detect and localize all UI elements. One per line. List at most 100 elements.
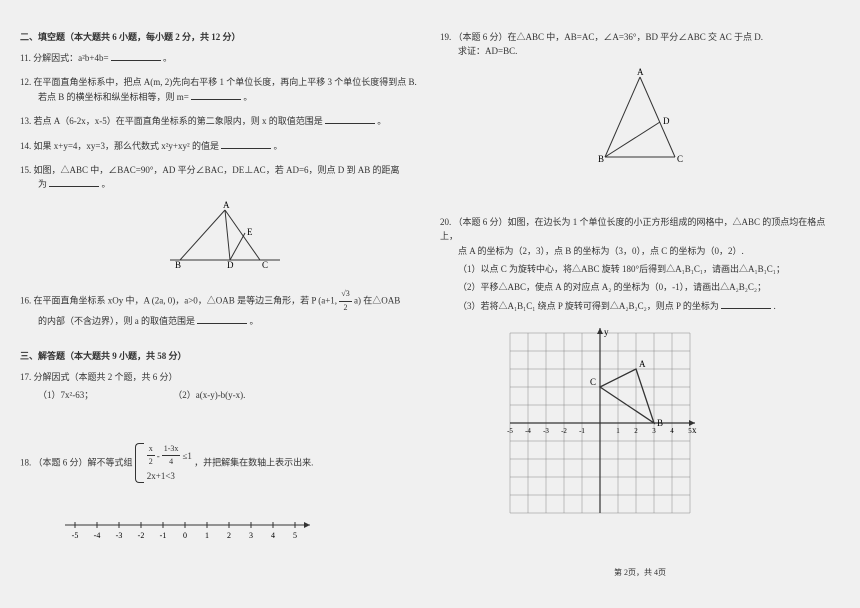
q17-sub2: （2）a(x-y)-b(y-x). bbox=[173, 388, 245, 402]
q20-sub2: （2）平移△ABC，使点 A 的对应点 A₂ 的坐标为（0，-1），请画出△A₂… bbox=[440, 280, 840, 294]
page-footer: 第 2页，共 4页 bbox=[440, 567, 840, 578]
svg-text:1: 1 bbox=[616, 427, 620, 435]
q19-num: 19. bbox=[440, 32, 451, 42]
q15-line1: 如图，△ABC 中，∠BAC=90°，AD 平分∠BAC，DE⊥AC，若 AD=… bbox=[34, 165, 400, 175]
q12-line1: 在平面直角坐标系中，把点 A(m, 2)先向右平移 1 个单位长度，再向上平移 … bbox=[34, 77, 417, 87]
svg-text:-4: -4 bbox=[94, 531, 101, 540]
q13-num: 13. bbox=[20, 116, 31, 126]
q20-sub1: （1）以点 C 为旋转中心，将△ABC 旋转 180°后得到△A₁B₁C₁，请画… bbox=[440, 262, 840, 276]
q13-suffix: 。 bbox=[377, 116, 386, 126]
svg-text:A: A bbox=[639, 359, 646, 369]
q16-blank bbox=[197, 314, 247, 324]
svg-text:-1: -1 bbox=[579, 427, 585, 435]
q12-line2: 若点 B 的横坐标和纵坐标相等，则 m= bbox=[38, 92, 189, 102]
right-column: 19. （本题 6 分）在△ABC 中，AB=AC，∠A=36°，BD 平分∠A… bbox=[440, 30, 840, 578]
q14-blank bbox=[221, 139, 271, 149]
q11-suffix: 。 bbox=[163, 53, 172, 63]
q12: 12. 在平面直角坐标系中，把点 A(m, 2)先向右平移 1 个单位长度，再向… bbox=[20, 75, 420, 104]
triangle-15-figure: A B C D E bbox=[150, 200, 290, 270]
svg-text:3: 3 bbox=[652, 427, 656, 435]
q14-text: 如果 x+y=4，xy=3，那么代数式 x²y+xy² 的值是 bbox=[34, 141, 219, 151]
q14-num: 14. bbox=[20, 141, 31, 151]
q17: 17. 分解因式（本题共 2 个题，共 6 分） （1）7x²-63； （2）a… bbox=[20, 370, 420, 403]
svg-text:B: B bbox=[175, 260, 181, 270]
q12-suffix: 。 bbox=[243, 92, 252, 102]
q17-text: 分解因式（本题共 2 个题，共 6 分） bbox=[34, 372, 178, 382]
q18: 18. （本题 6 分）解不等式组 x2 - 1-3x4 ≤1 2x+1<3 ，… bbox=[20, 443, 420, 484]
svg-text:-2: -2 bbox=[138, 531, 145, 540]
svg-text:-5: -5 bbox=[72, 531, 79, 540]
triangle-19-figure: A B C D bbox=[580, 67, 700, 167]
q15: 15. 如图，△ABC 中，∠BAC=90°，AD 平分∠BAC，DE⊥AC，若… bbox=[20, 163, 420, 278]
svg-text:A: A bbox=[223, 200, 230, 210]
number-line: -5 -4 -3 -2 -1 0 1 2 3 4 5 bbox=[60, 513, 320, 543]
svg-text:D: D bbox=[663, 116, 670, 126]
q16-line1b: a) 在△OAB bbox=[354, 295, 400, 305]
q18-suffix: ，并把解集在数轴上表示出来. bbox=[194, 457, 313, 467]
svg-text:y: y bbox=[604, 327, 609, 337]
left-column: 二、填空题（本大题共 6 小题，每小题 2 分，共 12 分） 11. 分解因式… bbox=[20, 30, 420, 578]
q20-line2: 点 A 的坐标为（2，3），点 B 的坐标为（3，0），点 C 的坐标为（0，2… bbox=[458, 246, 744, 256]
q16: 16. 在平面直角坐标系 xOy 中，A (2a, 0)，a>0，△OAB 是等… bbox=[20, 288, 420, 329]
q20-num: 20. bbox=[440, 217, 451, 227]
q16-suffix: 。 bbox=[250, 316, 259, 326]
svg-text:C: C bbox=[677, 154, 683, 164]
q20: 20. （本题 6 分）如图，在边长为 1 个单位长度的小正方形组成的网格中，△… bbox=[440, 215, 840, 538]
svg-text:B: B bbox=[657, 418, 663, 428]
q16-num: 16. bbox=[20, 295, 31, 305]
q15-line2: 为 bbox=[38, 179, 47, 189]
section3-title: 三、解答题（本大题共 9 小题，共 58 分） bbox=[20, 349, 420, 362]
q11: 11. 分解因式：a²b+4b= 。 bbox=[20, 51, 420, 65]
q20-line1: （本题 6 分）如图，在边长为 1 个单位长度的小正方形组成的网格中，△ABC … bbox=[440, 217, 825, 241]
q20-blank bbox=[721, 299, 771, 309]
q16-line1a: 在平面直角坐标系 xOy 中，A (2a, 0)，a>0，△OAB 是等边三角形… bbox=[34, 295, 340, 305]
svg-text:-2: -2 bbox=[561, 427, 567, 435]
q20-sub3: （3）若将△A₁B₁C₁ 绕点 P 旋转可得到△A₂B₂C₂，则点 P 的坐标为 bbox=[458, 301, 719, 311]
svg-text:C: C bbox=[590, 377, 596, 387]
svg-text:5: 5 bbox=[688, 427, 692, 435]
q18-num: 18. bbox=[20, 457, 31, 467]
q12-num: 12. bbox=[20, 77, 31, 87]
svg-text:B: B bbox=[598, 154, 604, 164]
svg-text:0: 0 bbox=[183, 531, 187, 540]
svg-text:2: 2 bbox=[634, 427, 638, 435]
svg-text:4: 4 bbox=[271, 531, 275, 540]
q13-text: 若点 A（6-2x，x-5）在平面直角坐标系的第二象限内，则 x 的取值范围是 bbox=[34, 116, 323, 126]
q19-line1: （本题 6 分）在△ABC 中，AB=AC，∠A=36°，BD 平分∠ABC 交… bbox=[454, 32, 764, 42]
svg-text:-3: -3 bbox=[543, 427, 549, 435]
q17-sub1: （1）7x²-63； bbox=[38, 388, 93, 402]
svg-text:A: A bbox=[637, 67, 644, 77]
svg-text:C: C bbox=[262, 260, 268, 270]
q13-blank bbox=[325, 114, 375, 124]
svg-text:-1: -1 bbox=[160, 531, 167, 540]
q11-num: 11. bbox=[20, 53, 31, 63]
q19-line2: 求证：AD=BC. bbox=[458, 46, 517, 56]
q14-suffix: 。 bbox=[273, 141, 282, 151]
q19: 19. （本题 6 分）在△ABC 中，AB=AC，∠A=36°，BD 平分∠A… bbox=[440, 30, 840, 175]
svg-text:3: 3 bbox=[249, 531, 253, 540]
q15-blank bbox=[49, 177, 99, 187]
svg-text:2: 2 bbox=[227, 531, 231, 540]
q16-line2: 的内部（不含边界），则 a 的取值范围是 bbox=[38, 316, 195, 326]
q11-blank bbox=[111, 51, 161, 61]
q16-frac: √3 2 bbox=[339, 288, 351, 315]
q12-blank bbox=[191, 90, 241, 100]
grid-figure: A B C y x -5-4-3-2-112345 bbox=[500, 323, 840, 527]
q20-suffix: . bbox=[773, 301, 775, 311]
q18-prefix: （本题 6 分）解不等式组 bbox=[34, 457, 133, 467]
svg-text:E: E bbox=[247, 227, 253, 237]
svg-text:1: 1 bbox=[205, 531, 209, 540]
q11-text: 分解因式：a²b+4b= bbox=[33, 53, 108, 63]
q13: 13. 若点 A（6-2x，x-5）在平面直角坐标系的第二象限内，则 x 的取值… bbox=[20, 114, 420, 128]
q15-suffix: 。 bbox=[102, 179, 111, 189]
q17-num: 17. bbox=[20, 372, 31, 382]
svg-text:5: 5 bbox=[293, 531, 297, 540]
q14: 14. 如果 x+y=4，xy=3，那么代数式 x²y+xy² 的值是 。 bbox=[20, 139, 420, 153]
svg-text:-3: -3 bbox=[116, 531, 123, 540]
svg-text:-5: -5 bbox=[507, 427, 513, 435]
q15-num: 15. bbox=[20, 165, 31, 175]
svg-text:4: 4 bbox=[670, 427, 674, 435]
q18-system: x2 - 1-3x4 ≤1 2x+1<3 bbox=[135, 443, 192, 484]
section2-title: 二、填空题（本大题共 6 小题，每小题 2 分，共 12 分） bbox=[20, 30, 420, 43]
svg-text:D: D bbox=[227, 260, 234, 270]
